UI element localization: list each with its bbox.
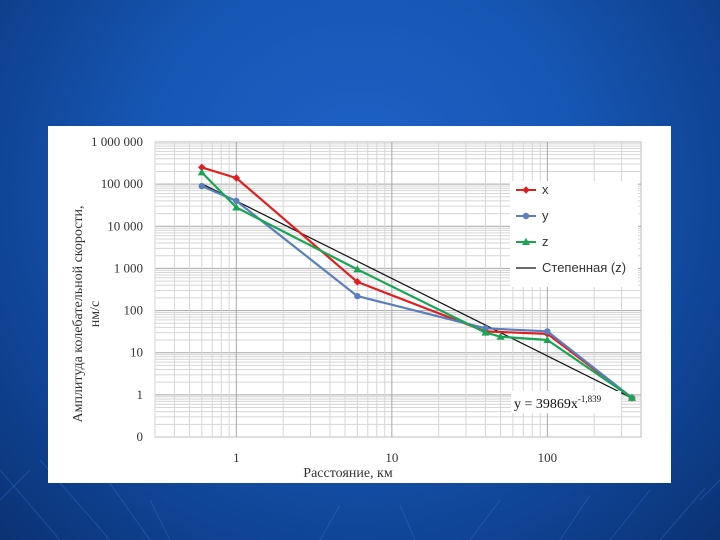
legend: xyz Степенная (z) — [510, 181, 638, 287]
series-point-z — [197, 168, 206, 176]
y-tick-label: 10 000 — [107, 218, 143, 233]
legend-label-trendline: Степенная (z) — [542, 260, 626, 275]
series-point-z — [543, 335, 552, 344]
y-tick-label: 100 000 — [101, 176, 143, 191]
trend-equation-exponent: -1,839 — [578, 394, 602, 404]
series-line-x — [201, 166, 633, 399]
trend-equation-base: y = 39869x — [514, 397, 578, 412]
y-tick-label: 0 — [137, 429, 144, 444]
series-point-z — [627, 393, 636, 401]
series-point-z — [353, 265, 362, 273]
y-axis-title: Амплитуда колебательной скорости, нм/с — [71, 205, 103, 422]
series-point-x — [353, 278, 362, 286]
x-tick-label: 10 — [385, 450, 398, 465]
trend-equation: y = 39869x-1,839 — [511, 391, 621, 413]
chart: 0 1 10 100 1 000 10 000 100 000 1 000 000 1 10 10… — [71, 134, 642, 481]
y-tick-label: 1 — [137, 387, 144, 402]
series-point-x — [232, 174, 241, 182]
y-axis-title-line1: Амплитуда колебательной скорости, — [71, 205, 86, 422]
series-group — [197, 163, 636, 402]
series-point-z — [481, 328, 490, 336]
y-axis-title-line2: нм/с — [88, 301, 103, 327]
x-tick-label: 1 — [233, 450, 240, 465]
y-tick-label: 1 000 — [114, 260, 143, 275]
series-point-y — [233, 197, 240, 205]
y-tick-labels: 0 1 10 100 1 000 10 000 100 000 1 000 000 — [91, 134, 143, 444]
series-point-y — [482, 325, 489, 332]
series-point-y — [544, 328, 551, 335]
y-tick-label: 10 — [130, 345, 143, 360]
series-line-y — [201, 185, 633, 399]
series-point-y — [198, 182, 206, 190]
series-point-y — [354, 292, 361, 300]
y-tick-label: 1 000 000 — [91, 134, 143, 149]
legend-swatch-marker-y — [522, 212, 530, 220]
x-axis-title: Расстояние, км — [303, 466, 393, 481]
trendline-group — [201, 183, 633, 399]
legend-box — [510, 181, 638, 287]
y-tick-label: 100 — [124, 303, 144, 318]
legend-label-z: z — [542, 234, 549, 249]
legend-swatch-marker-z — [522, 237, 530, 245]
legend-label-x: x — [542, 182, 549, 197]
trend-equation-text: y = 39869x-1,839 — [514, 394, 602, 412]
legend-label-y: y — [542, 208, 549, 223]
chart-panel: 0 1 10 100 1 000 10 000 100 000 1 000 000 1 10 10… — [48, 126, 671, 483]
trend-equation-box — [511, 391, 621, 413]
series-point-z — [496, 332, 505, 340]
trendline — [201, 183, 633, 399]
x-tick-labels: 1 10 100 — [233, 450, 557, 465]
series-point-z — [232, 203, 241, 211]
series-point-x — [198, 163, 206, 172]
x-tick-label: 100 — [538, 450, 558, 465]
